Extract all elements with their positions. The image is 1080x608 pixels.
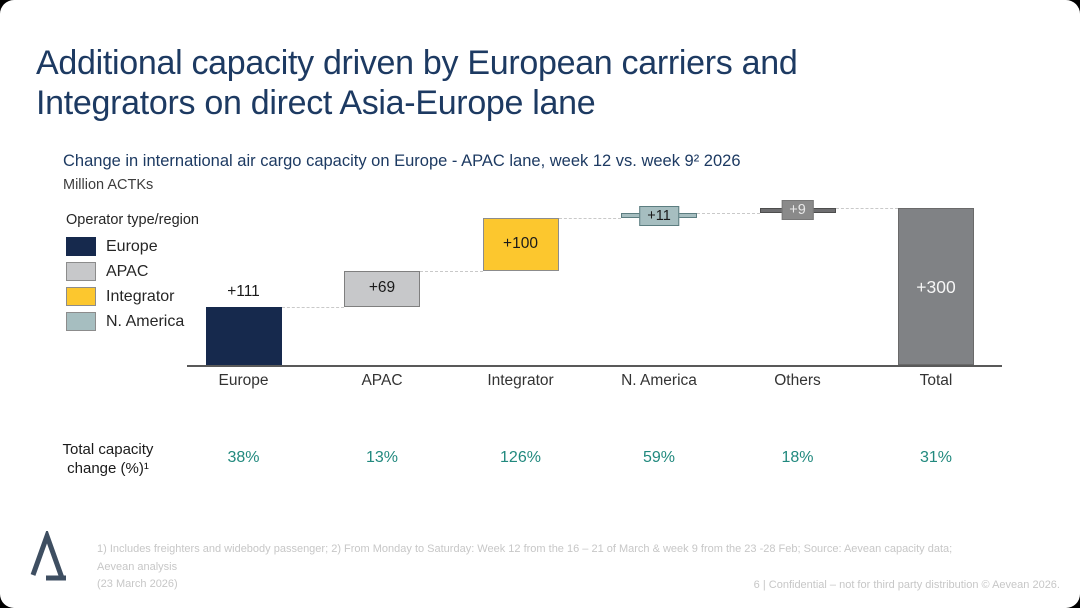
bar-total [898,208,974,365]
chart-unit-label: Million ACTKs [63,177,154,193]
bar-label-integrator: +100 [503,234,538,252]
bar-label-total: +300 [916,276,956,297]
legend-item-integrator: Integrator [66,287,199,306]
aevean-logo-icon [30,531,66,581]
bar-label-n-america: +11 [639,205,679,226]
pct-row-label: Total capacity change (%)¹ [62,441,154,477]
bar-label-others: +9 [781,200,814,221]
bar-apac [344,270,420,307]
pct-value-n-america: 59% [642,449,676,466]
legend-swatch-europe [66,237,96,256]
pct-value-total: 31% [919,449,953,466]
x-axis-label-n-america: N. America [621,372,697,389]
pct-value-apac: 13% [365,449,399,466]
connector-apac-to-integrator [420,270,483,272]
legend-label-europe: Europe [106,237,158,255]
x-axis-label-integrator: Integrator [487,372,554,389]
x-axis-label-others: Others [774,372,821,389]
legend: Operator type/region Europe APAC Integrato… [66,212,199,337]
connector-n-america-to-others [697,212,760,214]
pct-value-others: 18% [781,449,814,466]
x-axis-line [187,365,1002,367]
x-axis-label-total: Total [919,372,953,389]
chart-title: Change in international air cargo capaci… [63,152,741,170]
footnote: 1) Includes freighters and widebody pass… [97,541,987,594]
bar-label-apac: +69 [368,278,396,296]
connector-integrator-to-n-america [558,218,621,220]
page-title-line2: Integrators on direct Asia-Europe lane [36,83,596,122]
page-title-line1: Additional capacity driven by European c… [36,44,798,82]
legend-label-integrator: Integrator [106,287,175,305]
pct-value-integrator: 126% [500,449,541,466]
pct-value-europe: 38% [227,449,260,466]
x-axis-label-apac: APAC [361,372,403,389]
connector-others-to-total [835,208,898,209]
x-axis-label-europe: Europe [218,372,269,389]
bar-integrator [482,218,559,271]
legend-swatch-n-america [66,312,96,331]
legend-item-apac: APAC [66,262,199,281]
legend-title: Operator type/region [66,212,199,228]
legend-label-n-america: N. America [106,312,185,330]
legend-item-n-america: N. America [66,312,199,331]
legend-label-apac: APAC [106,262,149,280]
bar-europe [205,306,282,365]
bar-label-europe: +111 [227,282,260,300]
legend-item-europe: Europe [66,237,199,256]
legend-swatch-integrator [66,287,96,306]
legend-swatch-apac [66,262,96,281]
page-title: Additional capacity driven by European c… [36,44,996,124]
footnote-line2: (23 March 2026) [97,578,178,591]
footnote-line1: 1) Includes freighters and widebody pass… [97,543,953,573]
connector-europe-to-apac [281,306,344,308]
page-info: 6 | Confidential – not for third party d… [753,579,1060,591]
